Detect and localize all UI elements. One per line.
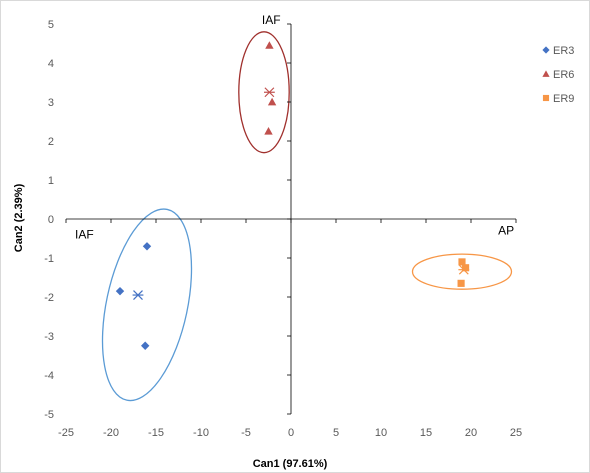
annotations: IAF IAF AP: [75, 13, 514, 242]
point-er9: [457, 279, 465, 287]
annotation-label: IAF: [75, 228, 94, 242]
y-tick-label: -1: [44, 253, 54, 265]
y-tick-label: 0: [48, 214, 54, 226]
y-tick-label: -3: [44, 331, 54, 343]
axes: [65, 23, 517, 415]
centroid-er6: [264, 87, 275, 98]
x-tick-label: 20: [465, 427, 477, 439]
legend-marker-er3: [542, 46, 550, 54]
legend-label-er6: ER6: [553, 69, 574, 81]
y-tick-label: 4: [48, 58, 54, 70]
point-er3: [141, 341, 150, 350]
x-tick-label: 0: [288, 427, 294, 439]
y-axis-title: Can2 (2.39%): [13, 183, 25, 252]
ellipse-er9: [411, 253, 513, 290]
point-er6: [264, 127, 273, 135]
x-axis-title: Can1 (97.61%): [253, 458, 328, 470]
y-tick-label: 3: [48, 97, 54, 109]
x-tick-label: -15: [148, 427, 164, 439]
x-tick-label: 25: [510, 427, 522, 439]
legend-label-er9: ER9: [553, 93, 574, 105]
legend-label-er3: ER3: [553, 45, 574, 57]
y-tick-label: -4: [44, 370, 54, 382]
point-er3: [115, 286, 125, 296]
y-tick-label: -5: [44, 409, 54, 421]
x-tick-label: -5: [241, 427, 251, 439]
y-tick-label: 5: [48, 19, 54, 31]
x-tick-label: -10: [193, 427, 209, 439]
x-tick-label: 5: [333, 427, 339, 439]
x-tick-label: 15: [420, 427, 432, 439]
centroid-er3: [132, 290, 144, 300]
legend-marker-er9: [542, 94, 550, 102]
x-tick-label: 10: [375, 427, 387, 439]
annotation-label: AP: [498, 224, 514, 238]
legend: ER3 ER6 ER9: [542, 45, 574, 105]
point-er6: [267, 97, 277, 106]
point-er9: [458, 258, 466, 266]
data-points: [115, 41, 470, 350]
ellipse-er6: [238, 31, 290, 154]
x-tick-label: -25: [58, 427, 74, 439]
y-tick-label: -2: [44, 292, 54, 304]
y-tick-label: 1: [48, 175, 54, 187]
ellipse-er3: [101, 208, 193, 402]
point-er6: [265, 41, 274, 49]
legend-marker-er6: [542, 70, 550, 77]
y-tick-label: 2: [48, 136, 54, 148]
group-ellipses: [101, 31, 513, 402]
point-er3: [142, 242, 152, 251]
x-tick-label: -20: [103, 427, 119, 439]
centroid-er9: [458, 264, 470, 275]
annotation-label: IAF: [262, 13, 281, 27]
